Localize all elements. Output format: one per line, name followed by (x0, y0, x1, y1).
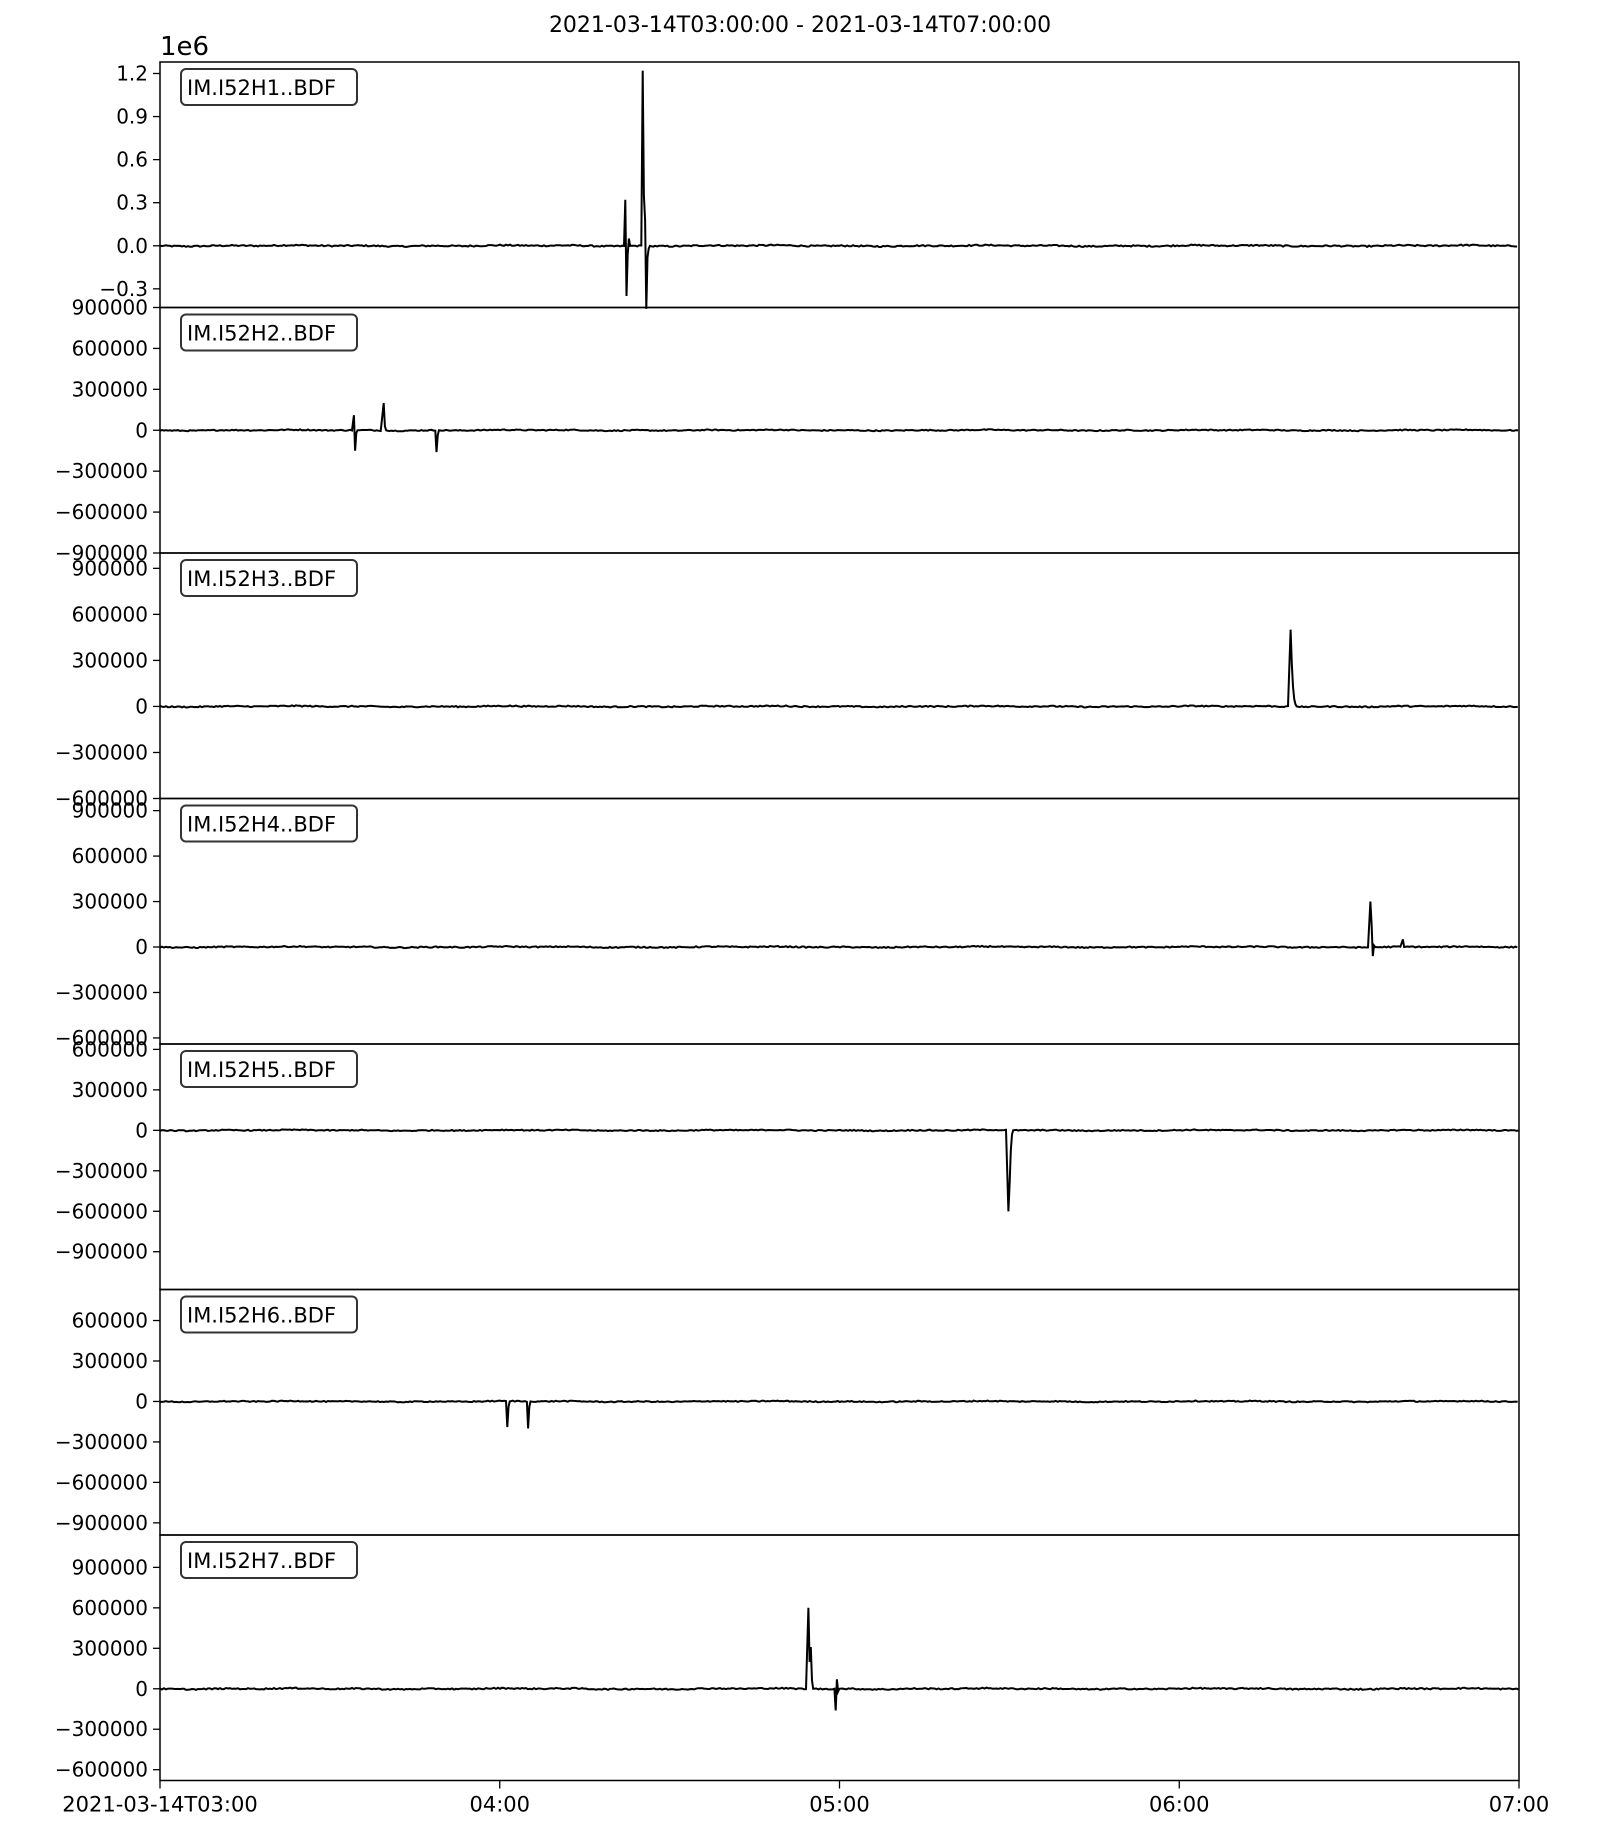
y-tick-label: 0.3 (116, 191, 148, 215)
y-tick-label: −0.3 (99, 277, 148, 301)
y-tick-label: −900000 (55, 1511, 148, 1535)
trace-panel: 600000 300000 0 −300000 −600000 −900000 IM.I52… (55, 1037, 1520, 1291)
y-tick-label: −900000 (55, 1240, 148, 1264)
trace-panel: 900000 600000 300000 0 −300000 −600000 IM.I52H… (55, 797, 1520, 1050)
y-tick-label: 0 (135, 694, 148, 718)
legend-box (180, 68, 358, 106)
y-tick-label: 300000 (72, 377, 148, 401)
panel-frame (159, 797, 1520, 1045)
y-tick-label: 0 (135, 935, 148, 959)
y-tick-label: 600000 (72, 844, 148, 868)
trace-line (159, 402, 1519, 453)
y-tick-label: −600000 (55, 1470, 148, 1494)
y-tick-label: 0 (135, 1677, 148, 1701)
y-tick-label: 600000 (72, 1309, 148, 1333)
trace-line (160, 1399, 1518, 1429)
trace-panels: 1.2 0.9 0.6 0.3 0.0 −0.3 1e6 IM.I52H1..BDF 90000… (55, 32, 1520, 1782)
x-tick-label: 05:00 (809, 1793, 870, 1817)
y-tick-label: 900000 (72, 556, 148, 580)
x-tick-label: 06:00 (1149, 1793, 1210, 1817)
y-tick-label: 300000 (72, 890, 148, 914)
trace-line (159, 70, 1518, 309)
y-tick-label: −600000 (55, 500, 148, 524)
y-tick-label: 0.0 (116, 234, 148, 258)
trace-name: IM.I52H2..BDF (187, 322, 336, 346)
y-tick-label: 900000 (72, 1555, 148, 1579)
trace-line (159, 629, 1518, 709)
panel-frame (159, 552, 1520, 800)
y-tick-label: 0.9 (116, 105, 148, 129)
trace-name: IM.I52H6..BDF (187, 1304, 336, 1328)
trace-panel: 900000 600000 300000 0 −300000 −600000 IM.I52H… (55, 552, 1520, 811)
y-tick-label: −900000 (55, 541, 148, 565)
y-tick-label: 900000 (72, 799, 148, 823)
legend-box (180, 1541, 358, 1579)
y-tick-label: −300000 (55, 980, 148, 1004)
legend-box (180, 1295, 358, 1334)
y-offset-label: 1e6 (160, 32, 209, 62)
y-tick-label: −600000 (55, 1026, 148, 1050)
y-tick-label: 1.2 (116, 61, 148, 85)
y-tick-label: 300000 (72, 1349, 148, 1373)
legend-box (180, 804, 358, 843)
trace-name: IM.I52H4..BDF (187, 813, 336, 837)
legend-box (180, 1050, 358, 1088)
trace-line (159, 1128, 1519, 1212)
x-tick-label: 04:00 (469, 1793, 530, 1817)
y-tick-label: 900000 (72, 296, 148, 320)
y-tick-label: 0 (135, 418, 148, 442)
y-tick-label: 300000 (72, 1636, 148, 1660)
y-tick-label: 0 (135, 1389, 148, 1413)
y-tick-label: −600000 (55, 1199, 148, 1223)
y-tick-label: −300000 (55, 1430, 148, 1454)
y-tick-label: −300000 (55, 1717, 148, 1741)
y-tick-label: 0.6 (116, 148, 148, 172)
x-tick-label: 07:00 (1489, 1793, 1550, 1817)
y-tick-label: 600000 (72, 336, 148, 360)
trace-line (159, 1607, 1519, 1711)
y-tick-label: 600000 (72, 1596, 148, 1620)
y-tick-label: −300000 (55, 459, 148, 483)
y-tick-label: −600000 (55, 787, 148, 811)
trace-panel: 600000 300000 0 −300000 −600000 −900000 IM.I52… (55, 1288, 1520, 1536)
y-tick-label: 300000 (72, 648, 148, 672)
y-tick-label: −300000 (55, 740, 148, 764)
y-tick-label: 300000 (72, 1078, 148, 1102)
y-tick-label: −300000 (55, 1159, 148, 1183)
trace-name: IM.I52H7..BDF (187, 1549, 336, 1573)
panel-frame (159, 61, 1520, 309)
chart-title: 2021-03-14T03:00:00 - 2021-03-14T07:00:0… (549, 13, 1051, 38)
y-tick-label: 600000 (72, 1037, 148, 1061)
trace-panel: 900000 600000 300000 0 −300000 −600000 IM.I52H… (55, 1534, 1520, 1782)
y-tick-label: 0 (135, 1118, 148, 1142)
trace-name: IM.I52H3..BDF (187, 567, 336, 591)
legend-box (180, 313, 358, 352)
trace-line (159, 901, 1518, 957)
trace-panel: 1.2 0.9 0.6 0.3 0.0 −0.3 1e6 IM.I52H1..BDF (99, 32, 1520, 309)
panel-frame (159, 1534, 1520, 1782)
y-tick-label: 600000 (72, 602, 148, 626)
panel-frame (159, 1043, 1520, 1291)
trace-panel: 900000 600000 300000 0 −300000 −600000 −900000… (55, 296, 1520, 565)
legend-box (180, 559, 358, 597)
y-tick-label: −600000 (55, 1758, 148, 1782)
trace-name: IM.I52H1..BDF (187, 76, 336, 100)
time-axis: 2021-03-14T03:00 04:00 05:00 06:00 07:00 (62, 1780, 1550, 1817)
panel-frame (159, 1288, 1520, 1536)
trace-name: IM.I52H5..BDF (187, 1058, 336, 1082)
x-tick-label: 2021-03-14T03:00 (62, 1793, 257, 1817)
